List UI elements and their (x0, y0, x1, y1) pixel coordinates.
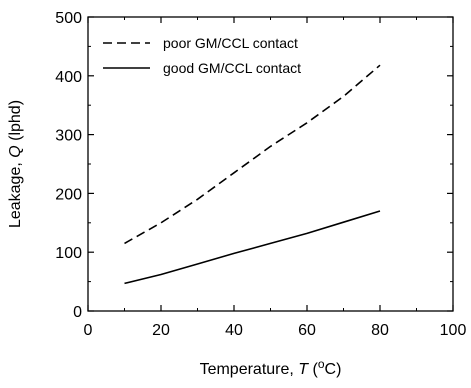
series-line-poor-contact (124, 64, 381, 245)
y-tick-label: 300 (55, 128, 82, 145)
x-tick-label: 40 (225, 322, 243, 339)
legend-label-good-contact: good GM/CCL contact (163, 60, 301, 76)
legend: poor GM/CCL contact good GM/CCL contact (103, 35, 301, 76)
y-tick-label: 0 (73, 304, 82, 321)
y-axis: 0 100 200 300 400 500 (55, 10, 453, 321)
y-tick-label: 100 (55, 245, 82, 262)
series-lines (124, 64, 381, 285)
series-line-good-contact (124, 210, 381, 285)
x-axis-title: Temperature, T (oC) (200, 357, 342, 378)
x-tick-label: 0 (84, 322, 93, 339)
x-tick-label: 80 (371, 322, 389, 339)
legend-label-poor-contact: poor GM/CCL contact (163, 35, 298, 51)
x-axis: 0 20 40 60 80 100 (84, 17, 467, 339)
x-tick-label: 60 (298, 322, 316, 339)
y-tick-label: 400 (55, 69, 82, 86)
y-axis-title: Leakage, Q (lphd) (7, 100, 24, 228)
y-tick-label: 200 (55, 186, 82, 203)
y-tick-label: 500 (55, 10, 82, 27)
x-tick-label: 100 (440, 322, 467, 339)
x-tick-label: 20 (152, 322, 170, 339)
